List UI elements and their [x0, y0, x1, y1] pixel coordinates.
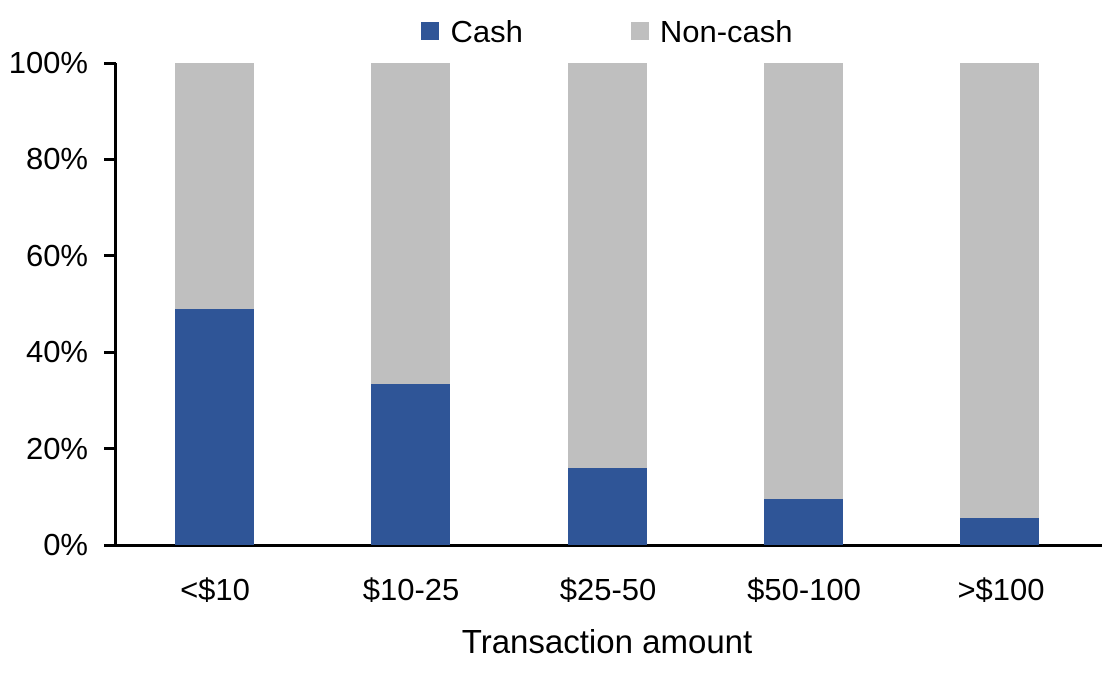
cash-legend-swatch [421, 22, 440, 40]
y-tick-label: 0% [43, 527, 88, 562]
x-category-label: <$10 [180, 572, 250, 607]
y-tick [104, 254, 116, 258]
bar-segment-cash [175, 309, 254, 545]
bar-segment-noncash [371, 63, 450, 384]
x-category-label: $25-50 [559, 572, 657, 607]
y-tick [104, 350, 116, 354]
legend-label-noncash: Non-cash [659, 13, 793, 49]
y-tick-label: 20% [25, 430, 88, 466]
x-category-label: $50-100 [747, 572, 861, 607]
y-tick-label: 60% [25, 237, 88, 273]
y-tick [104, 447, 116, 451]
x-category-label: $10-25 [362, 572, 460, 607]
legend-label-cash: Cash [450, 13, 523, 49]
x-axis-line [105, 544, 1102, 547]
x-category-label: >$100 [957, 572, 1045, 607]
bar-segment-noncash [175, 63, 254, 309]
y-tick [104, 61, 116, 65]
y-tick [104, 157, 116, 161]
y-axis-line [114, 63, 117, 545]
legend-item-cash: Cash [421, 13, 523, 49]
legend-item-noncash: Non-cash [630, 13, 793, 49]
y-tick [104, 543, 116, 547]
noncash-legend-swatch [630, 22, 649, 40]
x-axis-title: Transaction amount [461, 623, 753, 660]
bar-segment-cash [568, 468, 647, 545]
bar-segment-noncash [764, 63, 843, 499]
bar-segment-cash [960, 518, 1039, 545]
bar-segment-cash [764, 499, 843, 545]
y-tick-label: 80% [25, 141, 88, 177]
bar-segment-noncash [568, 63, 647, 468]
bar-segment-noncash [960, 63, 1039, 518]
y-tick-label: 40% [25, 334, 88, 370]
legend: Cash Non-cash [116, 10, 1098, 52]
y-tick-label: 100% [8, 45, 88, 80]
bar-segment-cash [371, 384, 450, 545]
